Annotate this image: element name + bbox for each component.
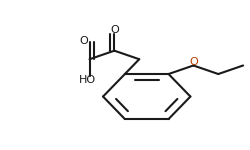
Text: O: O bbox=[110, 25, 118, 35]
Text: O: O bbox=[78, 36, 87, 46]
Text: HO: HO bbox=[78, 75, 95, 85]
Text: O: O bbox=[188, 57, 197, 67]
